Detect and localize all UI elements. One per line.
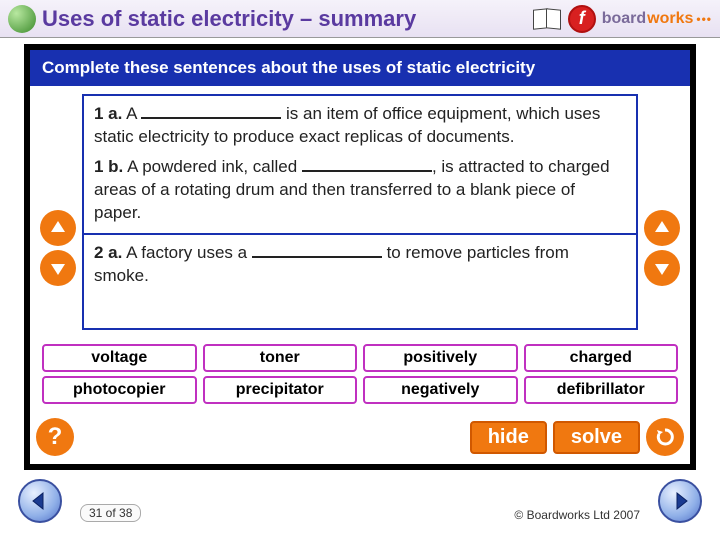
word-option[interactable]: precipitator xyxy=(203,376,358,404)
activity-frame: Complete these sentences about the uses … xyxy=(24,44,696,470)
slide-footer: 31 of 38 © Boardworks Ltd 2007 xyxy=(0,476,720,526)
right-controls: hide solve xyxy=(470,418,684,456)
scroll-up-right-button[interactable] xyxy=(644,210,680,246)
activity-inner: Complete these sentences about the uses … xyxy=(30,50,690,464)
help-button[interactable]: ? xyxy=(36,418,74,456)
next-slide-button[interactable] xyxy=(658,479,702,523)
word-option[interactable]: negatively xyxy=(363,376,518,404)
blank-field[interactable] xyxy=(302,155,432,172)
flash-icon[interactable]: f xyxy=(568,5,596,33)
scroll-up-left-button[interactable] xyxy=(40,210,76,246)
prev-slide-button[interactable] xyxy=(18,479,62,523)
globe-icon xyxy=(8,5,36,33)
reset-button[interactable] xyxy=(646,418,684,456)
scroll-down-left-button[interactable] xyxy=(40,250,76,286)
word-option[interactable]: toner xyxy=(203,344,358,372)
question-separator xyxy=(84,233,636,235)
word-option[interactable]: photocopier xyxy=(42,376,197,404)
hide-button[interactable]: hide xyxy=(470,421,547,454)
question-2a: 2 a. A factory uses a to remove particle… xyxy=(94,241,626,288)
header-left: Uses of static electricity – summary xyxy=(8,5,416,33)
word-option[interactable]: charged xyxy=(524,344,679,372)
q-text-before: A xyxy=(126,104,141,123)
word-option[interactable]: defibrillator xyxy=(524,376,679,404)
logo-part2: works xyxy=(647,10,693,28)
activity-footer: ? hide solve xyxy=(36,416,684,458)
copyright-text: © Boardworks Ltd 2007 xyxy=(514,508,640,522)
page-counter: 31 of 38 xyxy=(80,504,141,522)
question-1a: 1 a. A is an item of office equipment, w… xyxy=(94,102,626,149)
book-icon[interactable] xyxy=(532,7,562,31)
header-bar: Uses of static electricity – summary f b… xyxy=(0,0,720,38)
word-bank: voltage toner positively charged photoco… xyxy=(36,340,684,408)
question-1b: 1 b. A powdered ink, called , is attract… xyxy=(94,155,626,225)
question-box: 1 a. A is an item of office equipment, w… xyxy=(82,94,638,330)
logo-part1: board xyxy=(602,10,646,28)
q-label: 1 a. xyxy=(94,104,122,123)
blank-field[interactable] xyxy=(252,241,382,258)
scroll-down-right-button[interactable] xyxy=(644,250,680,286)
instruction-text: Complete these sentences about the uses … xyxy=(30,50,690,86)
brand-logo: boardworks••• xyxy=(602,10,712,28)
solve-button[interactable]: solve xyxy=(553,421,640,454)
word-option[interactable]: voltage xyxy=(42,344,197,372)
header-icons: f boardworks••• xyxy=(532,5,712,33)
q-label: 2 a. xyxy=(94,243,122,262)
q-text-before: A factory uses a xyxy=(126,243,252,262)
logo-dots: ••• xyxy=(696,12,712,26)
blank-field[interactable] xyxy=(141,102,281,119)
q-text-before: A powdered ink, called xyxy=(127,157,302,176)
word-option[interactable]: positively xyxy=(363,344,518,372)
q-label: 1 b. xyxy=(94,157,123,176)
page-title: Uses of static electricity – summary xyxy=(42,6,416,32)
